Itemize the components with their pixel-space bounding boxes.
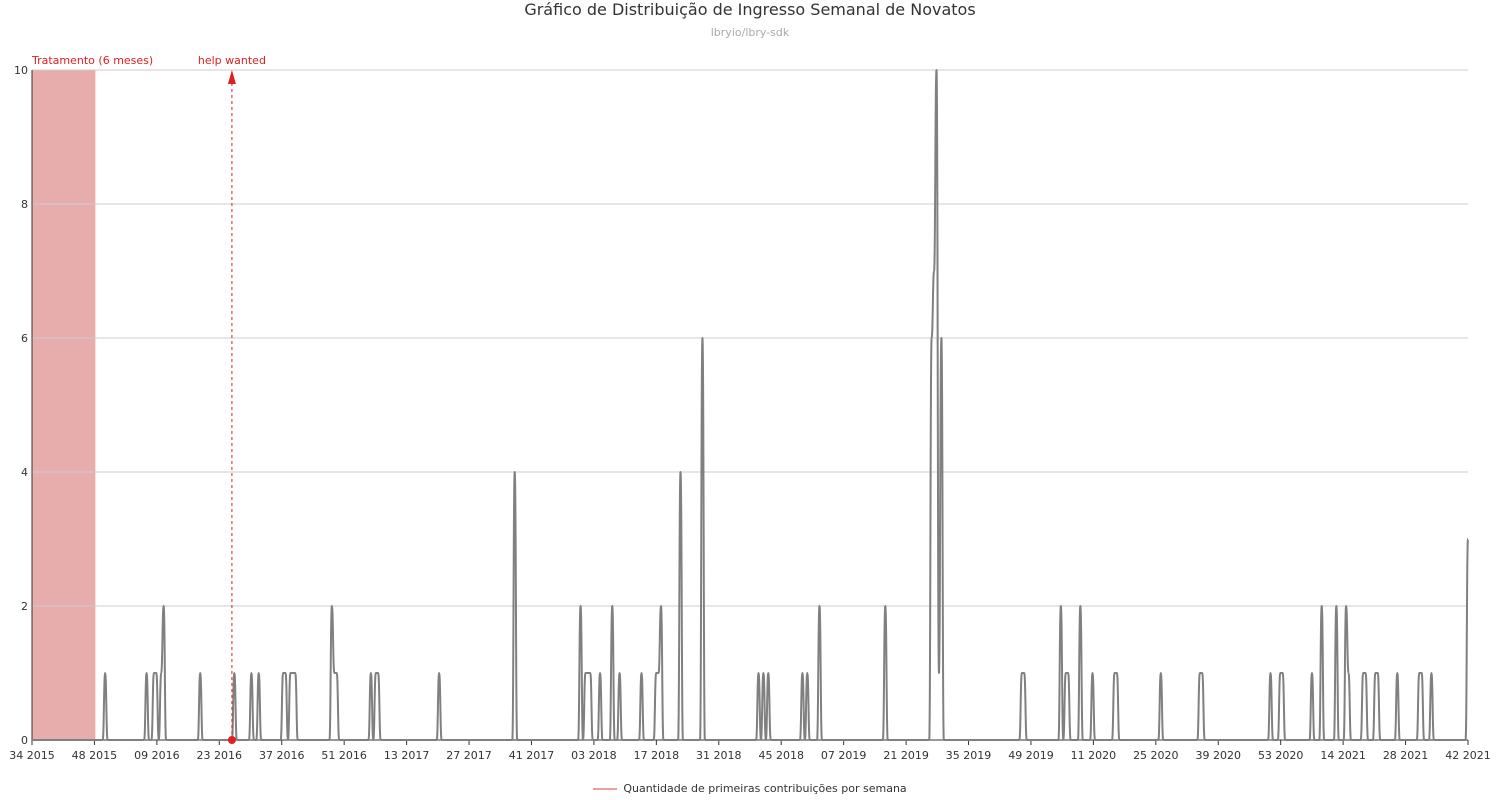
x-tick-label: 27 2017	[446, 749, 492, 762]
y-tick-label: 0	[21, 734, 28, 747]
x-tick-label: 37 2016	[259, 749, 305, 762]
legend-swatch	[593, 788, 618, 790]
y-tick-label: 2	[21, 600, 28, 613]
x-tick-label: 14 2021	[1320, 749, 1366, 762]
help-wanted-arrow	[227, 70, 236, 84]
legend-label: Quantidade de primeiras contribuições po…	[623, 782, 907, 795]
x-tick-label: 09 2016	[134, 749, 180, 762]
series-group	[31, 68, 1469, 742]
x-tick-label: 42 2021	[1445, 749, 1491, 762]
treatment-band	[32, 70, 96, 740]
annotation-marker-group: help wanted	[198, 54, 266, 744]
annotation-band-group: Tratamento (6 meses)	[31, 54, 153, 740]
x-tick-label: 03 2018	[571, 749, 617, 762]
legend: Quantidade de primeiras contribuições po…	[0, 782, 1500, 796]
chart-title: Gráfico de Distribuição de Ingresso Sema…	[524, 0, 976, 19]
x-tick-label: 35 2019	[946, 749, 992, 762]
y-tick-label: 10	[14, 64, 28, 77]
chart-subtitle: lbryio/lbry-sdk	[710, 26, 790, 39]
x-tick-label: 45 2018	[758, 749, 804, 762]
x-tick-label: 41 2017	[509, 749, 555, 762]
x-tick-label: 13 2017	[384, 749, 430, 762]
y-tick-label: 8	[21, 198, 28, 211]
help-wanted-point	[227, 736, 236, 744]
x-tick-label: 53 2020	[1258, 749, 1304, 762]
y-axis-ticks: 0 2 4 6 8 10	[14, 64, 28, 747]
x-tick-label: 21 2019	[883, 749, 929, 762]
x-tick-label: 49 2019	[1008, 749, 1054, 762]
x-tick-label: 23 2016	[197, 749, 243, 762]
x-tick-label: 28 2021	[1383, 749, 1429, 762]
x-tick-label: 31 2018	[696, 749, 742, 762]
x-tick-label: 07 2019	[821, 749, 867, 762]
series-line	[31, 68, 1469, 742]
gridlines	[32, 69, 1468, 607]
x-tick-label: 17 2018	[634, 749, 680, 762]
y-tick-label: 6	[21, 332, 28, 345]
x-tick-label: 34 2015	[9, 749, 55, 762]
help-wanted-label: help wanted	[198, 54, 266, 67]
treatment-band-label: Tratamento (6 meses)	[31, 54, 153, 67]
y-tick-label: 4	[21, 466, 28, 479]
x-tick-label: 25 2020	[1133, 749, 1179, 762]
x-tick-label: 51 2016	[321, 749, 367, 762]
x-tick-label: 48 2015	[72, 749, 118, 762]
x-tick-label: 11 2020	[1071, 749, 1117, 762]
x-tick-label: 39 2020	[1196, 749, 1242, 762]
